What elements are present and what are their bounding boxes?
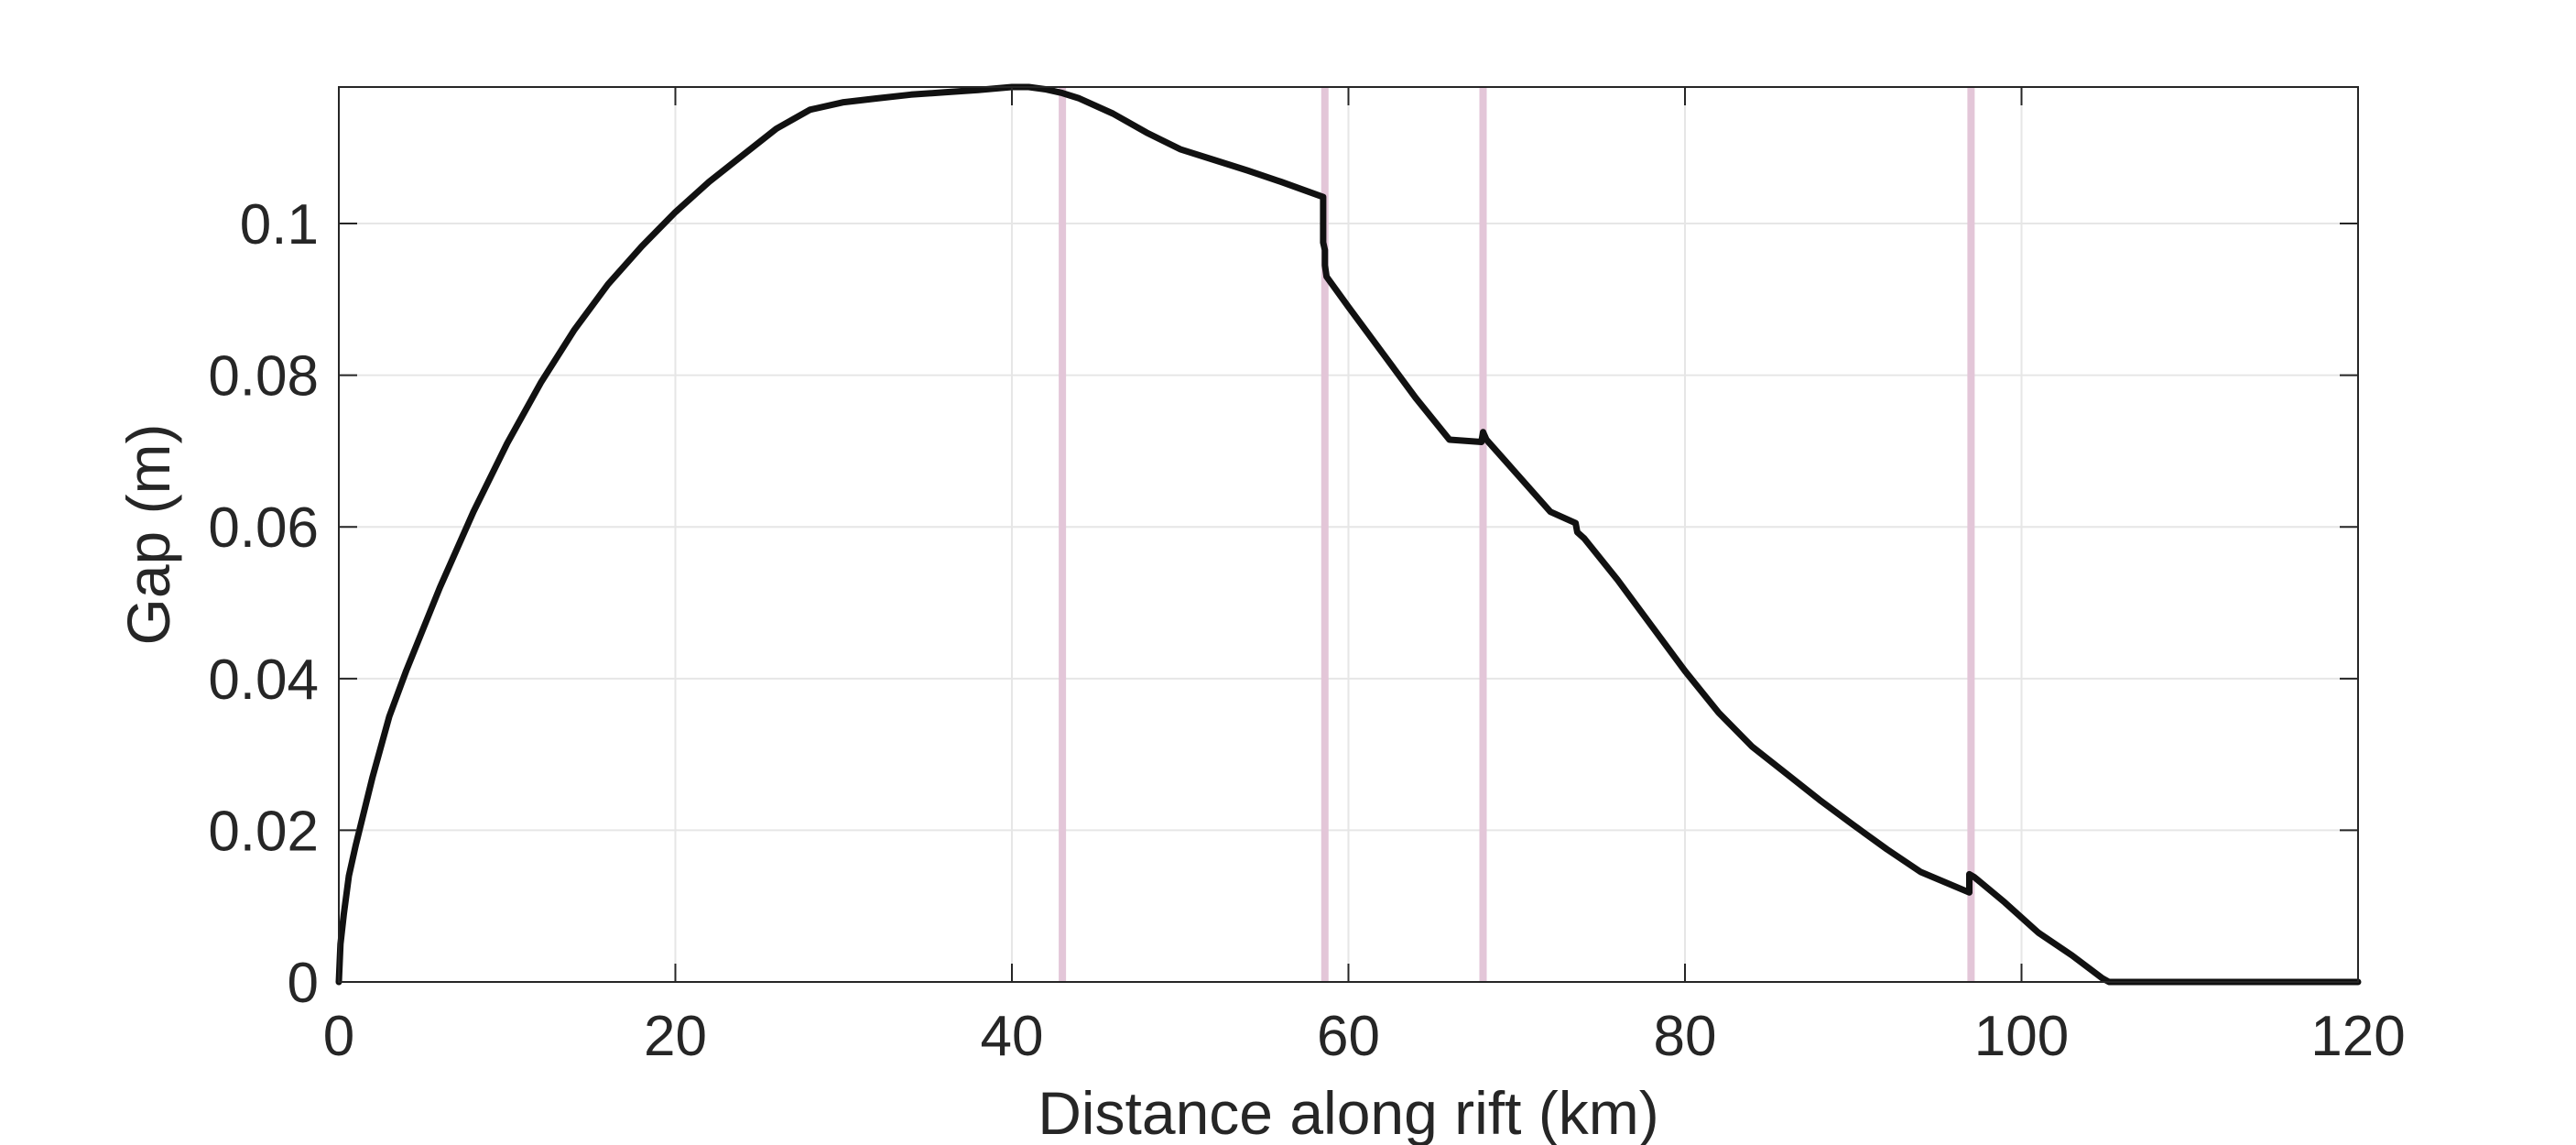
y-tick-label: 0.08 [208, 345, 319, 409]
y-tick-label: 0.06 [208, 496, 319, 560]
x-tick-label: 40 [981, 1005, 1044, 1068]
y-axis-label: Gap (m) [114, 423, 182, 645]
x-tick-label: 120 [2310, 1005, 2405, 1068]
gap-line [335, 83, 2362, 986]
x-tick-labels: 0 20 40 60 80 100 120 [323, 1005, 2406, 1068]
x-tick-label: 80 [1654, 1005, 1717, 1068]
x-tick-label: 100 [1974, 1005, 2069, 1068]
y-tick-label: 0.04 [208, 649, 319, 712]
x-tick-label: 20 [644, 1005, 707, 1068]
vertical-markers [1059, 87, 1975, 982]
series-layer [335, 83, 2362, 986]
x-tick-label: 0 [323, 1005, 354, 1068]
x-tick-label: 60 [1317, 1005, 1380, 1068]
y-tick-labels: 0 0.02 0.04 0.06 0.08 0.1 [208, 193, 319, 1015]
x-axis-label: Distance along rift (km) [1038, 1079, 1659, 1145]
y-tick-label: 0.1 [240, 193, 319, 256]
y-tick-label: 0.02 [208, 800, 319, 863]
tick-marks [338, 87, 2359, 983]
y-tick-label: 0 [288, 952, 319, 1015]
